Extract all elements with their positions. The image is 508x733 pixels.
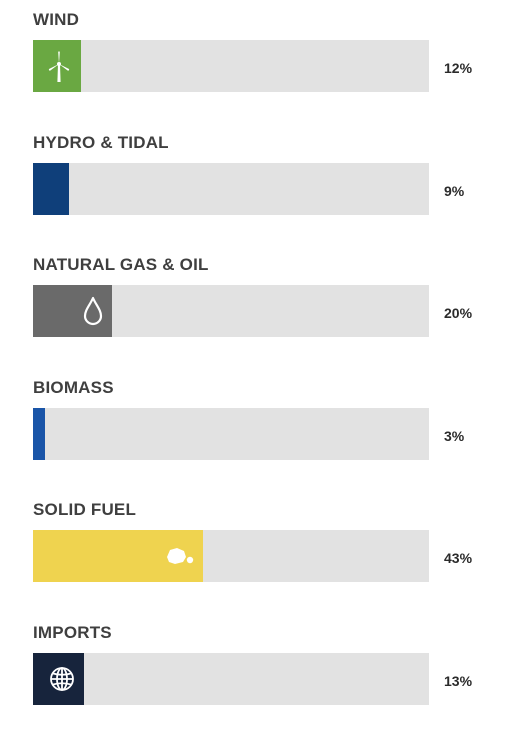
bar-value-biomass: 3%	[444, 427, 465, 444]
bar-row-solid-fuel: SOLID FUEL 43%	[0, 500, 508, 610]
wind-turbine-icon	[48, 51, 70, 82]
bar-row-wind: WIND 12%	[0, 10, 508, 120]
bar-value-imports: 13%	[444, 672, 473, 689]
bar-track-imports	[33, 652, 429, 705]
bar-label-imports: IMPORTS	[33, 622, 112, 642]
bar-row-hydro-and-tidal: HYDRO & TIDAL 9%	[0, 133, 508, 243]
bar-label-wind: WIND	[33, 10, 80, 29]
bar-label-natural-gas-and-oil: NATURAL GAS & OIL	[33, 255, 209, 274]
droplet-icon	[83, 296, 103, 326]
bar-value-solid-fuel: 43%	[444, 550, 473, 566]
coal-lump-icon	[167, 548, 194, 564]
bar-track-solid-fuel	[33, 530, 429, 582]
bar-row-natural-gas-and-oil: NATURAL GAS & OIL 20%	[0, 255, 508, 365]
bar-track-wind	[33, 40, 429, 92]
bar-row-biomass: BIOMASS 3%	[0, 378, 508, 488]
bar-fill-biomass	[33, 407, 45, 460]
bar-fill-imports	[33, 652, 84, 705]
bar-label-biomass: BIOMASS	[33, 377, 114, 397]
bar-track-biomass	[33, 407, 429, 460]
bar-track-hydro-and-tidal	[33, 162, 429, 215]
bar-value-wind: 12%	[444, 60, 473, 76]
bar-track-natural-gas-and-oil	[33, 285, 429, 337]
bar-value-hydro-and-tidal: 9%	[444, 182, 465, 199]
bar-fill-solid-fuel	[33, 530, 203, 582]
bar-fill-hydro-and-tidal	[33, 162, 69, 215]
bar-label-hydro-and-tidal: HYDRO & TIDAL	[33, 132, 169, 152]
bar-value-natural-gas-and-oil: 20%	[444, 305, 473, 321]
bar-fill-natural-gas-and-oil	[33, 285, 112, 337]
bar-row-imports: IMPORTS 13%	[0, 623, 508, 733]
globe-icon	[50, 666, 74, 691]
bar-fill-wind	[33, 40, 81, 92]
bar-label-solid-fuel: SOLID FUEL	[33, 500, 137, 519]
